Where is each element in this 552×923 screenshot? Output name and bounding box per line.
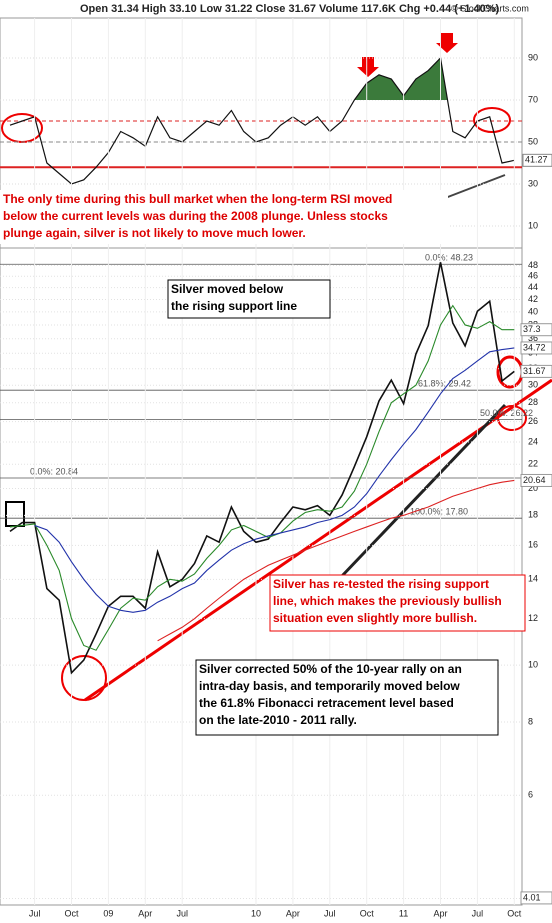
y-tick-label: 44: [528, 282, 538, 292]
x-tick-label: Apr: [286, 908, 300, 918]
price-label-box: [520, 473, 552, 487]
x-tick-label: 10: [251, 908, 261, 918]
circle: [497, 405, 527, 431]
y-tick-label: 30: [528, 178, 538, 188]
y-tick-label: 50: [528, 136, 538, 146]
y-tick-label: 6: [528, 790, 533, 800]
annotation-text: the rising support line: [171, 299, 297, 313]
series-line: [9, 262, 515, 675]
price-label-box: [520, 891, 552, 905]
y-tick-label: 42: [528, 294, 538, 304]
header: Open 31.34 High 33.10 Low 31.22 Close 31…: [80, 3, 500, 15]
y-tick-label: 30: [528, 380, 538, 390]
circle: [61, 655, 107, 701]
x-tick-label: Oct: [360, 908, 375, 918]
annotation-box: [0, 190, 448, 244]
y-tick-label: 70: [528, 94, 538, 104]
price-label-box: [520, 323, 552, 337]
x-tick-label: 11: [399, 908, 408, 918]
annotation-text: intra-day basis, and temporarily moved b…: [199, 679, 460, 693]
y-tick-label: 36: [528, 333, 538, 343]
rsi-fill: [10, 58, 515, 100]
y-tick-label: 12: [528, 613, 538, 623]
x-tick-label: Apr: [138, 908, 152, 918]
series-line: [157, 479, 515, 642]
price-label: 37.3: [523, 324, 541, 334]
series-line: [9, 304, 515, 651]
x-tick-label: Oct: [507, 908, 522, 918]
price-label: 34.72: [523, 342, 546, 352]
fib-label: 0.0%: 20.84: [30, 466, 78, 476]
arrow: [357, 57, 379, 77]
annotation-box: [195, 659, 499, 736]
y-tick-label: 26: [528, 416, 538, 426]
annotation-text: The only time during this bull market wh…: [3, 192, 392, 206]
y-tick-label: 8: [528, 716, 533, 726]
annotation-box: [167, 279, 331, 319]
y-tick-label: 46: [528, 271, 538, 281]
y-tick-label: 22: [528, 459, 538, 469]
annotation-text: the 61.8% Fibonacci retracement level ba…: [199, 696, 454, 710]
price-label: 31.67: [523, 366, 546, 376]
x-tick-label: Jul: [472, 908, 484, 918]
x-tick-label: 09: [103, 908, 113, 918]
price-label: 4.01: [523, 892, 541, 902]
annotation-text: Silver has re-tested the rising support: [273, 577, 489, 591]
annotation-text: plunge again, silver is not likely to mo…: [3, 226, 306, 240]
y-tick-label: 20: [528, 483, 538, 493]
credit: © StockCharts.com: [451, 3, 529, 13]
annotation-box: [269, 574, 526, 632]
annotation-text: on the late-2010 - 2011 rally.: [199, 713, 357, 727]
series-line: [34, 347, 515, 613]
annotation-text: below the current levels was during the …: [3, 209, 388, 223]
y-tick-label: 16: [528, 540, 538, 550]
annotation-text: Silver corrected 50% of the 10-year rall…: [199, 662, 462, 676]
pointer: [439, 174, 506, 201]
support-line: [84, 378, 552, 702]
x-tick-label: Apr: [433, 908, 447, 918]
price-label: 20.64: [523, 475, 546, 485]
annotation-text: situation even slightly more bullish.: [273, 611, 477, 625]
arrow: [436, 33, 458, 53]
x-tick-label: Jul: [29, 908, 41, 918]
last-value-box: [522, 153, 552, 167]
annotation-text: Silver moved below: [171, 282, 284, 296]
y-tick-label: 10: [528, 659, 538, 669]
y-tick-label: 14: [528, 574, 538, 584]
y-tick-label: 24: [528, 436, 538, 446]
rsi-line: [9, 56, 515, 185]
fib-label: 0.0%: 48.23: [425, 253, 473, 263]
y-tick-label: 48: [528, 260, 538, 270]
y-tick-label: 10: [528, 220, 538, 230]
y-tick-label: 18: [528, 510, 538, 520]
fib-label: 50.0%: 26.22: [480, 408, 533, 418]
fib-label: 100.0%: 17.80: [410, 507, 468, 517]
y-tick-label: 90: [528, 52, 538, 62]
last-value-label: 41.27: [525, 155, 548, 165]
price-label-box: [520, 364, 552, 378]
y-tick-label: 40: [528, 306, 538, 316]
price-label-box: [520, 341, 552, 355]
x-tick-label: Jul: [176, 908, 188, 918]
circle: [473, 107, 511, 133]
fib-label: 61.8%: 29.42: [418, 379, 471, 389]
annotation-text: line, which makes the previously bullish: [273, 594, 502, 608]
x-tick-label: Jul: [324, 908, 336, 918]
y-tick-label: 28: [528, 397, 538, 407]
x-tick-label: Oct: [64, 908, 79, 918]
